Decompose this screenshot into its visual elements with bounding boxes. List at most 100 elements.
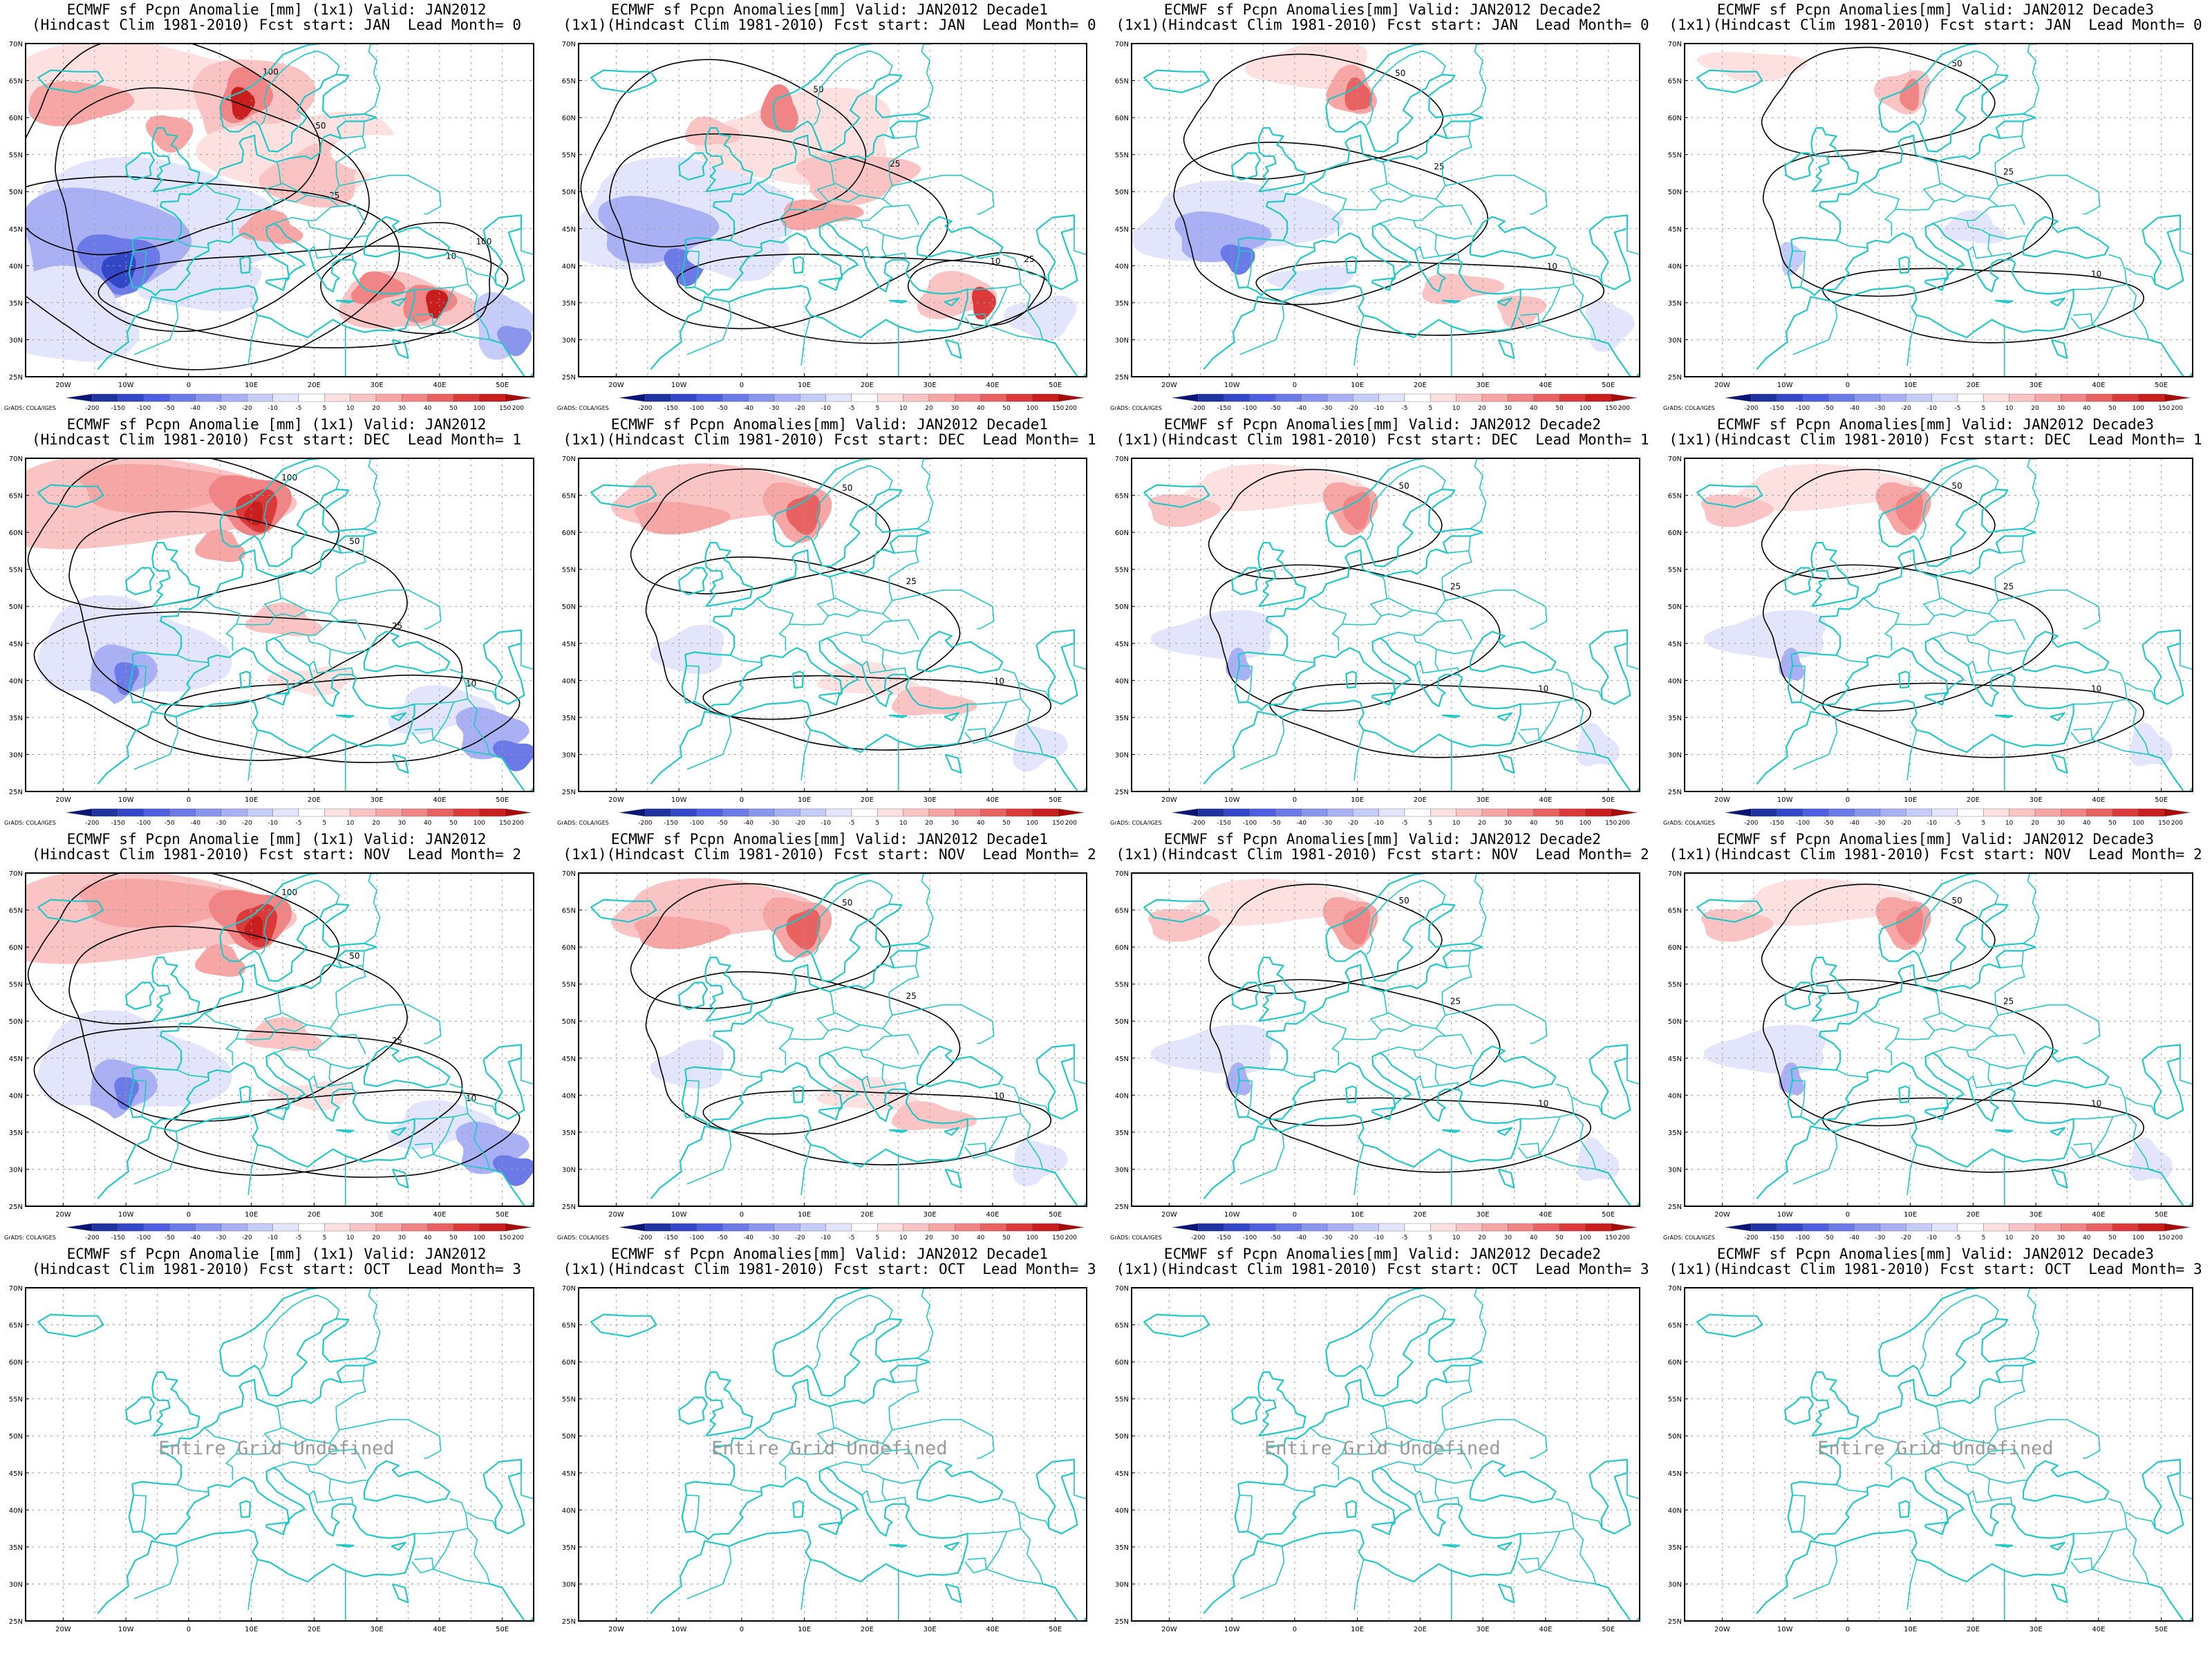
panel-title-line2: (1x1)(Hindcast Clim 1981-2010) Fcst star… (563, 1261, 1096, 1277)
colorbar-swatch (1533, 393, 1560, 402)
colorbar-swatch (453, 1223, 480, 1232)
lat-tick-label: 50N (1115, 603, 1129, 611)
lon-tick-label: 10E (798, 1626, 811, 1633)
colorbar-swatch (1725, 393, 1752, 402)
colorbar-swatch (1249, 393, 1276, 402)
lat-tick-label: 40N (1115, 263, 1129, 270)
lat-tick-label: 30N (562, 751, 576, 759)
anomaly-area (1701, 908, 1774, 942)
map-canvas: 70N 65N 60N 55N 50N 45N 40N 35N 30N 25N 20W 10W 0 10E… (562, 1285, 1087, 1633)
contour-line (68, 511, 408, 707)
colorbar-swatch (1353, 1223, 1379, 1232)
anomaly-area (259, 142, 357, 208)
colorbar-label: -100 (137, 820, 151, 827)
map-panel: ECMWF sf Pcpn Anomalies[mm] Valid: JAN20… (1106, 830, 1659, 1244)
lon-tick-label: 0 (740, 1626, 744, 1633)
colorbar-swatch (1172, 1223, 1199, 1232)
colorbar-label: -100 (1243, 820, 1257, 827)
colorbar-label: 200 (1065, 1235, 1077, 1241)
colorbar-swatch (851, 1223, 878, 1232)
colorbar-label: -20 (795, 405, 805, 412)
colorbar-swatch (169, 393, 196, 402)
lat-tick-label: 25N (562, 1203, 576, 1211)
colorbar-label: -10 (1374, 820, 1384, 827)
map-panel: ECMWF sf Pcpn Anomalie [mm] (1x1) Valid:… (0, 415, 553, 830)
colorbar-swatch (1481, 1223, 1508, 1232)
lat-tick-label: 50N (1668, 189, 1682, 196)
lon-tick-label: 0 (187, 796, 191, 804)
lon-tick-label: 10W (118, 1211, 134, 1219)
colorbar-label: -50 (1271, 405, 1281, 412)
colorbar-label: -200 (85, 820, 100, 827)
lat-tick-label: 30N (1668, 751, 1682, 759)
colorbar-swatch (1559, 393, 1586, 402)
anomaly-area (650, 624, 724, 675)
lat-tick-label: 70N (1115, 870, 1129, 878)
colorbar-swatch (619, 808, 646, 817)
colorbar-swatch (92, 1223, 118, 1232)
colorbar-swatch (1828, 808, 1855, 817)
lat-tick-label: 40N (1115, 677, 1129, 685)
contour-label: 25 (392, 621, 402, 630)
lat-tick-label: 40N (1668, 263, 1682, 270)
colorbar-swatch (955, 808, 981, 817)
lon-tick-label: 10E (245, 382, 258, 389)
colorbar-swatch (671, 808, 697, 817)
colorbar-label: -30 (216, 1235, 227, 1241)
colorbar-swatch (66, 808, 93, 817)
colorbar-label: 50 (2108, 405, 2117, 412)
colorbar: -200 -150 -100 -50 -40 -30 -20 -10 -5 5 10 20 30 40 50… (1725, 808, 2191, 827)
colorbar-swatch (877, 393, 903, 402)
lon-tick-label: 20E (1414, 796, 1427, 804)
colorbar-swatch (1957, 393, 1984, 402)
colorbar-label: 10 (346, 1235, 355, 1241)
colorbar-swatch (748, 393, 775, 402)
colorbar-label: -5 (296, 405, 302, 412)
colorbar-swatch (143, 393, 170, 402)
map-canvas: 10050251070N65N60N55N50N45N40N35N30N25N2… (4, 870, 534, 1241)
colorbar-swatch (2009, 808, 2036, 817)
colorbar-label: -30 (769, 405, 780, 412)
colorbar-swatch (1327, 393, 1353, 402)
contour-label: 10 (1547, 262, 1557, 272)
colorbar-label: -20 (242, 405, 252, 412)
anomaly-area (1182, 879, 1366, 926)
colorbar-label: 10 (899, 820, 908, 827)
lon-tick-label: 50E (496, 1211, 509, 1219)
lat-tick-label: 25N (562, 789, 576, 796)
colorbar-swatch (722, 393, 749, 402)
lon-tick-label: 30E (1477, 1626, 1490, 1633)
panel-title-line1: ECMWF sf Pcpn Anomalies[mm] Valid: JAN20… (610, 1, 1049, 18)
lon-tick-label: 50E (2155, 1211, 2168, 1219)
lat-tick-label: 60N (1668, 944, 1682, 952)
colorbar-label: 5 (322, 405, 326, 412)
anomaly-area (350, 271, 406, 305)
lat-tick-label: 60N (9, 944, 23, 952)
colorbar-swatch (2086, 393, 2113, 402)
colorbar-label: -150 (111, 820, 125, 827)
anomaly-area (26, 265, 140, 362)
panel-title-line1: ECMWF sf Pcpn Anomalies[mm] Valid: JAN20… (1163, 831, 1602, 847)
lon-tick-label: 10W (671, 1626, 687, 1633)
contour-label: 25 (1450, 997, 1461, 1006)
lat-tick-label: 30N (1668, 337, 1682, 344)
lon-tick-label: 40E (433, 382, 446, 389)
lat-tick-label: 40N (562, 677, 576, 685)
lon-tick-label: 20E (1414, 382, 1427, 389)
colorbar-label: -5 (1402, 820, 1408, 827)
grads-credit: GrADS: COLA/IGES (1110, 820, 1162, 826)
colorbar-swatch (928, 1223, 955, 1232)
colorbar-label: 40 (977, 405, 985, 412)
colorbar-label: 200 (1618, 820, 1630, 827)
colorbar-swatch (2086, 1223, 2113, 1232)
colorbar-swatch (375, 393, 402, 402)
colorbar-swatch (1828, 393, 1855, 402)
lon-tick-label: 10W (1777, 796, 1793, 804)
lon-tick-label: 10E (1351, 1626, 1364, 1633)
contour-line (1761, 469, 1996, 579)
colorbar-swatch (1456, 393, 1483, 402)
anomaly-area (598, 196, 720, 264)
map-panel: ECMWF sf Pcpn Anomalies[mm] Valid: JAN20… (553, 830, 1106, 1244)
contour-line (26, 176, 400, 371)
